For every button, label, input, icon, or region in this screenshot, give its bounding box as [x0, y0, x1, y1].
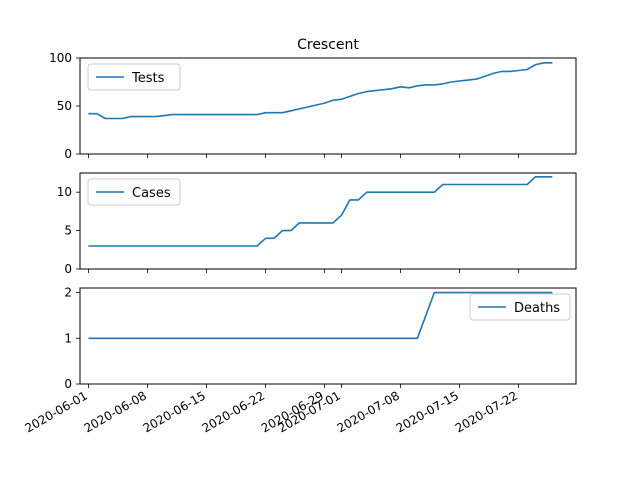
panel-deaths: 0 1 2 Deaths [64, 286, 577, 391]
y-tick-label: 100 [49, 51, 72, 65]
series-line-tests [88, 61, 553, 120]
chart-title: Crescent [297, 37, 359, 53]
x-tick-label: 2020-06-08 [82, 388, 149, 435]
x-tick-label: 2020-06-01 [23, 388, 90, 435]
x-tick-label: 2020-06-22 [200, 388, 267, 435]
legend-box [87, 178, 181, 206]
legend-label: Deaths [514, 301, 560, 316]
legend: Tests [87, 63, 181, 91]
series-line-cases [88, 176, 553, 247]
series-line-deaths [88, 291, 553, 340]
axes-frame [79, 172, 577, 270]
x-tick-label: 2020-07-15 [394, 388, 461, 435]
y-tick-label: 0 [64, 262, 72, 276]
legend-label: Tests [131, 71, 165, 86]
y-tick-label: 0 [64, 377, 72, 391]
panel-tests: 0 50 100 Tests [49, 51, 577, 161]
y-tick-label: 5 [64, 224, 72, 238]
legend: Deaths [469, 293, 571, 321]
x-tick-label: 2020-06-15 [141, 388, 208, 435]
legend-box [469, 293, 571, 321]
y-tick-label: 50 [57, 99, 72, 113]
legend: Cases [87, 178, 181, 206]
y-tick-label: 2 [64, 286, 72, 300]
y-tick-label: 1 [64, 331, 72, 345]
y-tick-label: 10 [57, 185, 72, 199]
legend-label: Cases [132, 186, 171, 201]
axes-frame [79, 287, 577, 385]
legend-box [87, 63, 181, 91]
panel-cases: 0 5 10 Cases [57, 172, 577, 276]
x-tick-label: 2020-07-08 [335, 388, 402, 435]
y-tick-label: 0 [64, 147, 72, 161]
x-tick-label: 2020-07-22 [453, 388, 520, 435]
